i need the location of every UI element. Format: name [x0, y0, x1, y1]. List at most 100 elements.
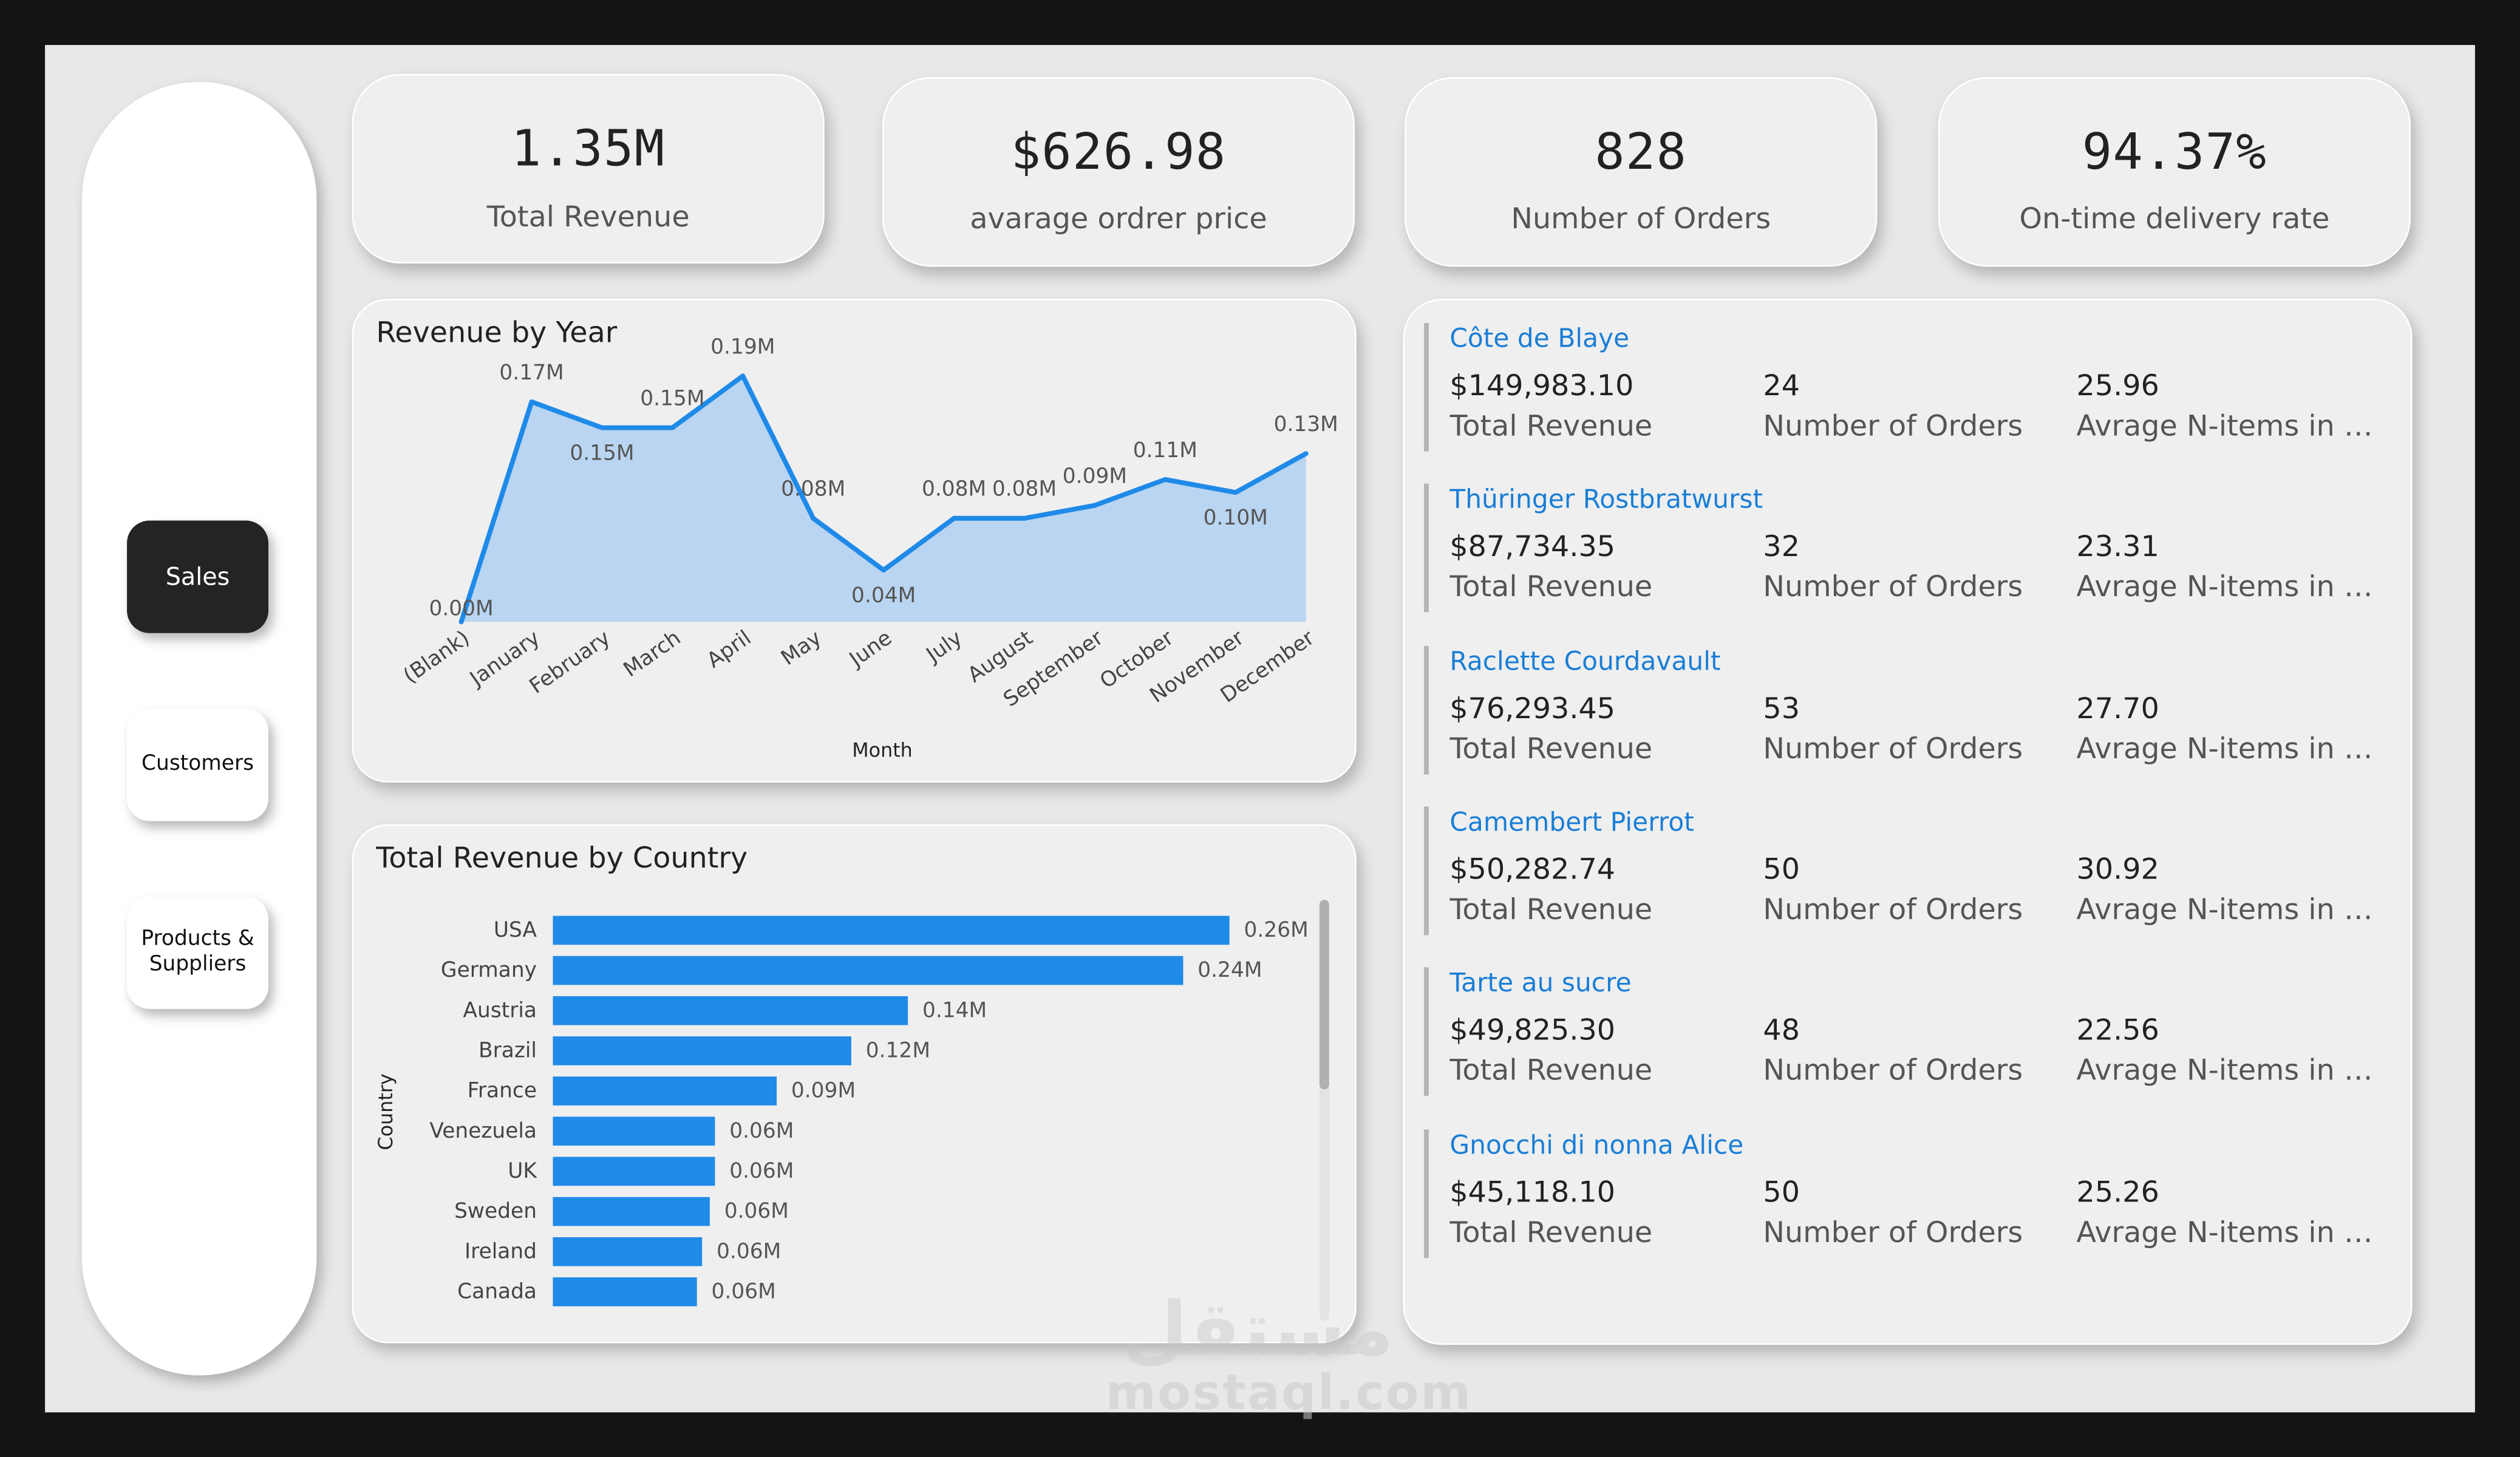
- chart-title: Revenue by Year: [376, 316, 618, 350]
- bar: [553, 1277, 697, 1306]
- x-tick-label: July: [921, 626, 967, 668]
- data-point: [1022, 515, 1027, 521]
- product-revenue-label: Total Revenue: [1449, 1215, 1653, 1249]
- product-revenue-value: $49,825.30: [1449, 1014, 1616, 1048]
- data-label: 0.26M: [1244, 918, 1309, 942]
- revenue-by-year-chart: 0.00M(Blank)0.17MJanuary0.15MFebruary0.1…: [399, 335, 1338, 762]
- nav-products-suppliers-button[interactable]: Products & Suppliers: [127, 896, 268, 1010]
- data-point: [529, 399, 534, 404]
- nav-products-label-line2: Suppliers: [149, 953, 247, 977]
- nav-products-label-line1: Products &: [141, 927, 254, 951]
- bar: [553, 915, 1230, 945]
- scrollbar-thumb[interactable]: [1319, 900, 1329, 1090]
- y-axis-label: Country: [375, 1073, 397, 1150]
- y-tick-label: Venezuela: [429, 1119, 537, 1143]
- kpi-value: $626.98: [1010, 123, 1227, 182]
- bar: [553, 1237, 703, 1266]
- bar: [553, 1197, 710, 1226]
- nav-customers-label: Customers: [141, 752, 254, 776]
- product-orders-label: Number of Orders: [1763, 1215, 2023, 1249]
- product-orders-label: Number of Orders: [1763, 893, 2023, 927]
- data-label: 0.04M: [851, 583, 916, 608]
- top-products-card: Côte de Blaye $149,983.10 24 25.96 Total Rev…: [1403, 299, 2413, 1345]
- area-fill: [461, 376, 1306, 622]
- data-label: 0.00M: [429, 597, 493, 621]
- data-point: [881, 568, 887, 572]
- data-point: [740, 373, 746, 379]
- nav-customers-button[interactable]: Customers: [127, 708, 268, 821]
- data-point: [1233, 490, 1238, 495]
- product-row: Raclette Courdavault $76,293.45 53 27.70 Tot…: [1423, 645, 2390, 774]
- data-point: [1162, 477, 1168, 482]
- data-label: 0.09M: [791, 1079, 856, 1103]
- product-row: Gnocchi di nonna Alice $45,118.10 50 25.26 T…: [1423, 1129, 2390, 1258]
- bar: [553, 1156, 715, 1186]
- data-label: 0.08M: [922, 477, 986, 501]
- y-tick-label: Canada: [457, 1280, 537, 1304]
- x-axis-label: Month: [852, 740, 913, 762]
- revenue-by-country-card: Total Revenue by Country USA 0.26M Germany…: [352, 824, 1357, 1343]
- data-label: 0.19M: [710, 335, 775, 359]
- product-name: Camembert Pierrot: [1449, 806, 1694, 837]
- data-label: 0.14M: [922, 998, 987, 1022]
- product-revenue-value: $50,282.74: [1449, 853, 1616, 887]
- product-revenue-label: Total Revenue: [1449, 1054, 1653, 1089]
- x-tick-label: May: [777, 626, 826, 671]
- product-orders-value: 32: [1763, 531, 1800, 565]
- kpi-label: Number of Orders: [1511, 202, 1771, 237]
- product-revenue-value: $149,983.10: [1449, 369, 1634, 404]
- bar: [553, 1036, 851, 1065]
- kpi-label: avarage ordrer price: [970, 202, 1267, 237]
- nav-sales-button[interactable]: Sales: [127, 520, 268, 633]
- product-name: Tarte au sucre: [1449, 967, 1632, 999]
- product-avg-items-value: 25.96: [2076, 369, 2159, 404]
- product-row: Thüringer Rostbratwurst $87,734.35 32 23.31…: [1423, 484, 2390, 613]
- product-orders-value: 53: [1763, 691, 1800, 726]
- watermark-text: mostaql.com: [1105, 1365, 1473, 1422]
- data-label: 0.06M: [724, 1199, 789, 1223]
- data-label: 0.17M: [499, 361, 564, 385]
- chart-title: Total Revenue by Country: [376, 841, 748, 876]
- data-label: 0.15M: [570, 441, 634, 466]
- product-avg-items-label: Avrage N-items in Or...: [2076, 893, 2390, 927]
- product-avg-items-value: 22.56: [2076, 1014, 2159, 1048]
- kpi-on-time-delivery-card: 94.37% On-time delivery rate: [1938, 77, 2411, 267]
- product-avg-items-label: Avrage N-items in Or...: [2076, 1054, 2390, 1089]
- kpi-value: 828: [1595, 123, 1687, 182]
- kpi-total-revenue-card: 1.35M Total Revenue: [352, 73, 825, 264]
- x-tick-label: April: [703, 626, 755, 673]
- data-point: [811, 515, 816, 521]
- data-label: 0.11M: [1133, 438, 1197, 463]
- product-avg-items-label: Avrage N-items in Or...: [2076, 409, 2390, 444]
- data-label: 0.06M: [729, 1119, 794, 1143]
- bar: [553, 956, 1183, 985]
- product-row: Camembert Pierrot $50,282.74 50 30.92 Total …: [1423, 806, 2390, 936]
- nav-sales-label: Sales: [165, 562, 230, 591]
- revenue-by-country-chart: USA 0.26M Germany 0.24M Austria 0.14M Brazil 0.…: [375, 900, 1329, 1321]
- data-point: [599, 425, 605, 430]
- data-label: 0.10M: [1204, 506, 1268, 530]
- product-revenue-label: Total Revenue: [1449, 893, 1653, 927]
- product-avg-items-label: Avrage N-items in Or...: [2076, 571, 2390, 605]
- kpi-average-order-price-card: $626.98 avarage ordrer price: [882, 77, 1355, 267]
- data-label: 0.09M: [1063, 464, 1127, 488]
- product-revenue-label: Total Revenue: [1449, 571, 1653, 605]
- product-orders-value: 48: [1763, 1014, 1800, 1048]
- y-tick-label: Sweden: [454, 1199, 537, 1223]
- product-row: Tarte au sucre $49,825.30 48 22.56 Total Rev…: [1423, 967, 2390, 1096]
- product-name: Gnocchi di nonna Alice: [1449, 1129, 1744, 1160]
- product-name: Côte de Blaye: [1449, 322, 1630, 354]
- bar: [553, 1116, 715, 1146]
- y-tick-label: Austria: [463, 998, 536, 1022]
- product-row: Côte de Blaye $149,983.10 24 25.96 Total Rev…: [1423, 322, 2390, 452]
- data-point: [1303, 451, 1309, 457]
- kpi-number-of-orders-card: 828 Number of Orders: [1405, 77, 1878, 267]
- product-orders-label: Number of Orders: [1763, 571, 2023, 605]
- data-label: 0.08M: [992, 477, 1057, 501]
- data-label: 0.12M: [866, 1039, 930, 1063]
- x-tick-label: (Blank): [399, 626, 474, 688]
- data-point: [952, 515, 957, 521]
- x-tick-label: June: [844, 626, 896, 673]
- bar: [553, 1076, 777, 1105]
- product-avg-items-value: 27.70: [2076, 691, 2159, 726]
